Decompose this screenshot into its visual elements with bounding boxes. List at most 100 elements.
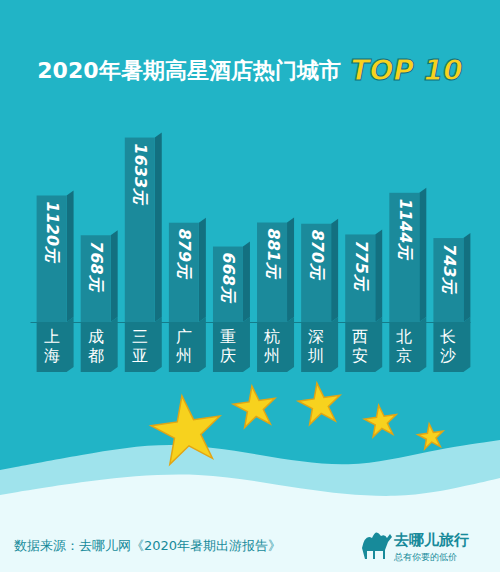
chart: 2020年暑期高星酒店热门城市TOP 10上海成都三亚广州重庆杭州深圳西安北京长… <box>0 0 500 572</box>
x-tick: 深圳 <box>307 322 324 365</box>
data-label: 743元 <box>440 244 459 295</box>
x-tick-label-char: 海 <box>44 346 60 365</box>
x-tick-label-char: 都 <box>88 346 104 365</box>
x-tick-label-char: 长 <box>440 327 456 346</box>
x-tick-label-char: 西 <box>352 327 368 346</box>
x-tick-label: 重庆 <box>220 327 236 365</box>
x-tick-label-char: 庆 <box>220 346 236 365</box>
bar <box>301 224 331 322</box>
bar-side <box>243 242 250 322</box>
title: 2020年暑期高星酒店热门城市 <box>37 58 340 83</box>
logo-icon <box>362 532 392 559</box>
category-bases <box>37 317 471 372</box>
x-tick: 重庆 <box>220 322 236 365</box>
bar <box>257 222 287 322</box>
data-label: 1633元 <box>131 144 150 207</box>
bar-side <box>419 188 426 322</box>
data-label: 870元 <box>308 230 327 281</box>
x-tick-label: 三亚 <box>132 327 148 365</box>
x-tick-label-char: 安 <box>352 346 368 365</box>
bar <box>433 238 463 322</box>
bar <box>169 223 199 322</box>
category-base <box>125 317 162 372</box>
x-tick-label: 西安 <box>352 327 368 365</box>
x-axis: 上海成都三亚广州重庆杭州深圳西安北京长沙 <box>31 322 471 365</box>
bars <box>37 133 471 322</box>
bar <box>37 196 67 322</box>
x-tick: 长沙 <box>440 322 456 365</box>
data-label: 1144元 <box>396 199 415 262</box>
category-base <box>169 317 206 372</box>
wave-back <box>0 440 500 572</box>
bar-side <box>199 218 206 322</box>
star <box>417 422 446 449</box>
x-tick-label: 长沙 <box>440 327 456 365</box>
brand: 去哪儿旅行 <box>393 531 469 549</box>
slogan: 总有你要的低价 <box>393 552 457 562</box>
x-tick-label-char: 圳 <box>307 346 324 365</box>
bar <box>345 234 375 322</box>
bar-side <box>155 133 162 322</box>
bar-side <box>331 219 338 322</box>
bar-side <box>375 229 382 322</box>
x-tick-label-char: 亚 <box>132 346 148 365</box>
title-group: 2020年暑期高星酒店热门城市 TOP 10 <box>37 54 462 87</box>
category-base <box>389 317 426 372</box>
x-tick: 广州 <box>176 322 192 365</box>
star <box>147 391 225 466</box>
bar-side <box>111 230 118 322</box>
category-base <box>213 317 250 372</box>
canvas: 2020年暑期高星酒店热门城市TOP 10上海成都三亚广州重庆杭州深圳西安北京长… <box>0 0 500 572</box>
wave-front <box>0 475 500 572</box>
x-tick: 北京 <box>396 322 412 365</box>
data-label: 775元 <box>352 240 371 291</box>
x-tick-label: 广州 <box>176 327 192 365</box>
category-base <box>301 317 338 372</box>
x-tick-label-char: 杭 <box>263 327 280 346</box>
data-label: 668元 <box>219 253 238 304</box>
x-tick-label-char: 重 <box>220 327 236 346</box>
category-base <box>81 317 118 372</box>
data-label: 881元 <box>264 228 283 279</box>
x-tick-label: 上海 <box>44 327 60 365</box>
data-label: 768元 <box>87 241 106 292</box>
x-tick-label: 杭州 <box>263 327 280 365</box>
x-tick-label-char: 州 <box>176 346 192 365</box>
category-base <box>37 317 74 372</box>
x-axis-line <box>31 322 471 323</box>
subtitle: TOP 10 <box>351 54 463 87</box>
category-base <box>345 317 382 372</box>
bar <box>125 138 155 322</box>
x-tick: 西安 <box>352 322 368 365</box>
source: 数据来源：去哪儿网《2020年暑期出游报告》 <box>14 538 281 553</box>
x-tick-label-char: 京 <box>396 346 412 365</box>
bar <box>213 247 243 322</box>
star <box>296 380 343 426</box>
category-base <box>433 317 470 372</box>
bar <box>81 235 111 322</box>
data-label: 879元 <box>175 229 194 280</box>
stars <box>147 380 445 466</box>
x-tick-label-char: 北 <box>396 327 412 346</box>
bar-side <box>463 233 470 322</box>
background <box>0 0 500 572</box>
x-tick-label-char: 深 <box>308 327 324 346</box>
x-tick: 成都 <box>88 322 104 365</box>
x-tick: 上海 <box>44 322 60 365</box>
bar-side <box>67 191 74 322</box>
bar <box>389 193 419 322</box>
x-tick-label-char: 沙 <box>440 346 456 365</box>
x-tick: 三亚 <box>132 322 148 365</box>
x-tick-label-char: 上 <box>44 327 60 346</box>
data-labels: 1120元 768元 1633元 879元 668元 881元 870元 775元 1144元 7… <box>43 144 459 304</box>
data-label: 1120元 <box>43 202 62 265</box>
x-tick-label: 深圳 <box>307 327 324 365</box>
x-tick-label: 成都 <box>88 327 104 365</box>
x-tick-label-char: 广 <box>176 327 192 346</box>
bar-side <box>287 217 294 322</box>
x-tick-label-char: 三 <box>132 327 148 346</box>
x-tick-label-char: 州 <box>264 346 280 365</box>
x-tick-label: 北京 <box>396 327 412 365</box>
x-tick-label-char: 成 <box>88 327 104 346</box>
category-base <box>257 317 294 372</box>
